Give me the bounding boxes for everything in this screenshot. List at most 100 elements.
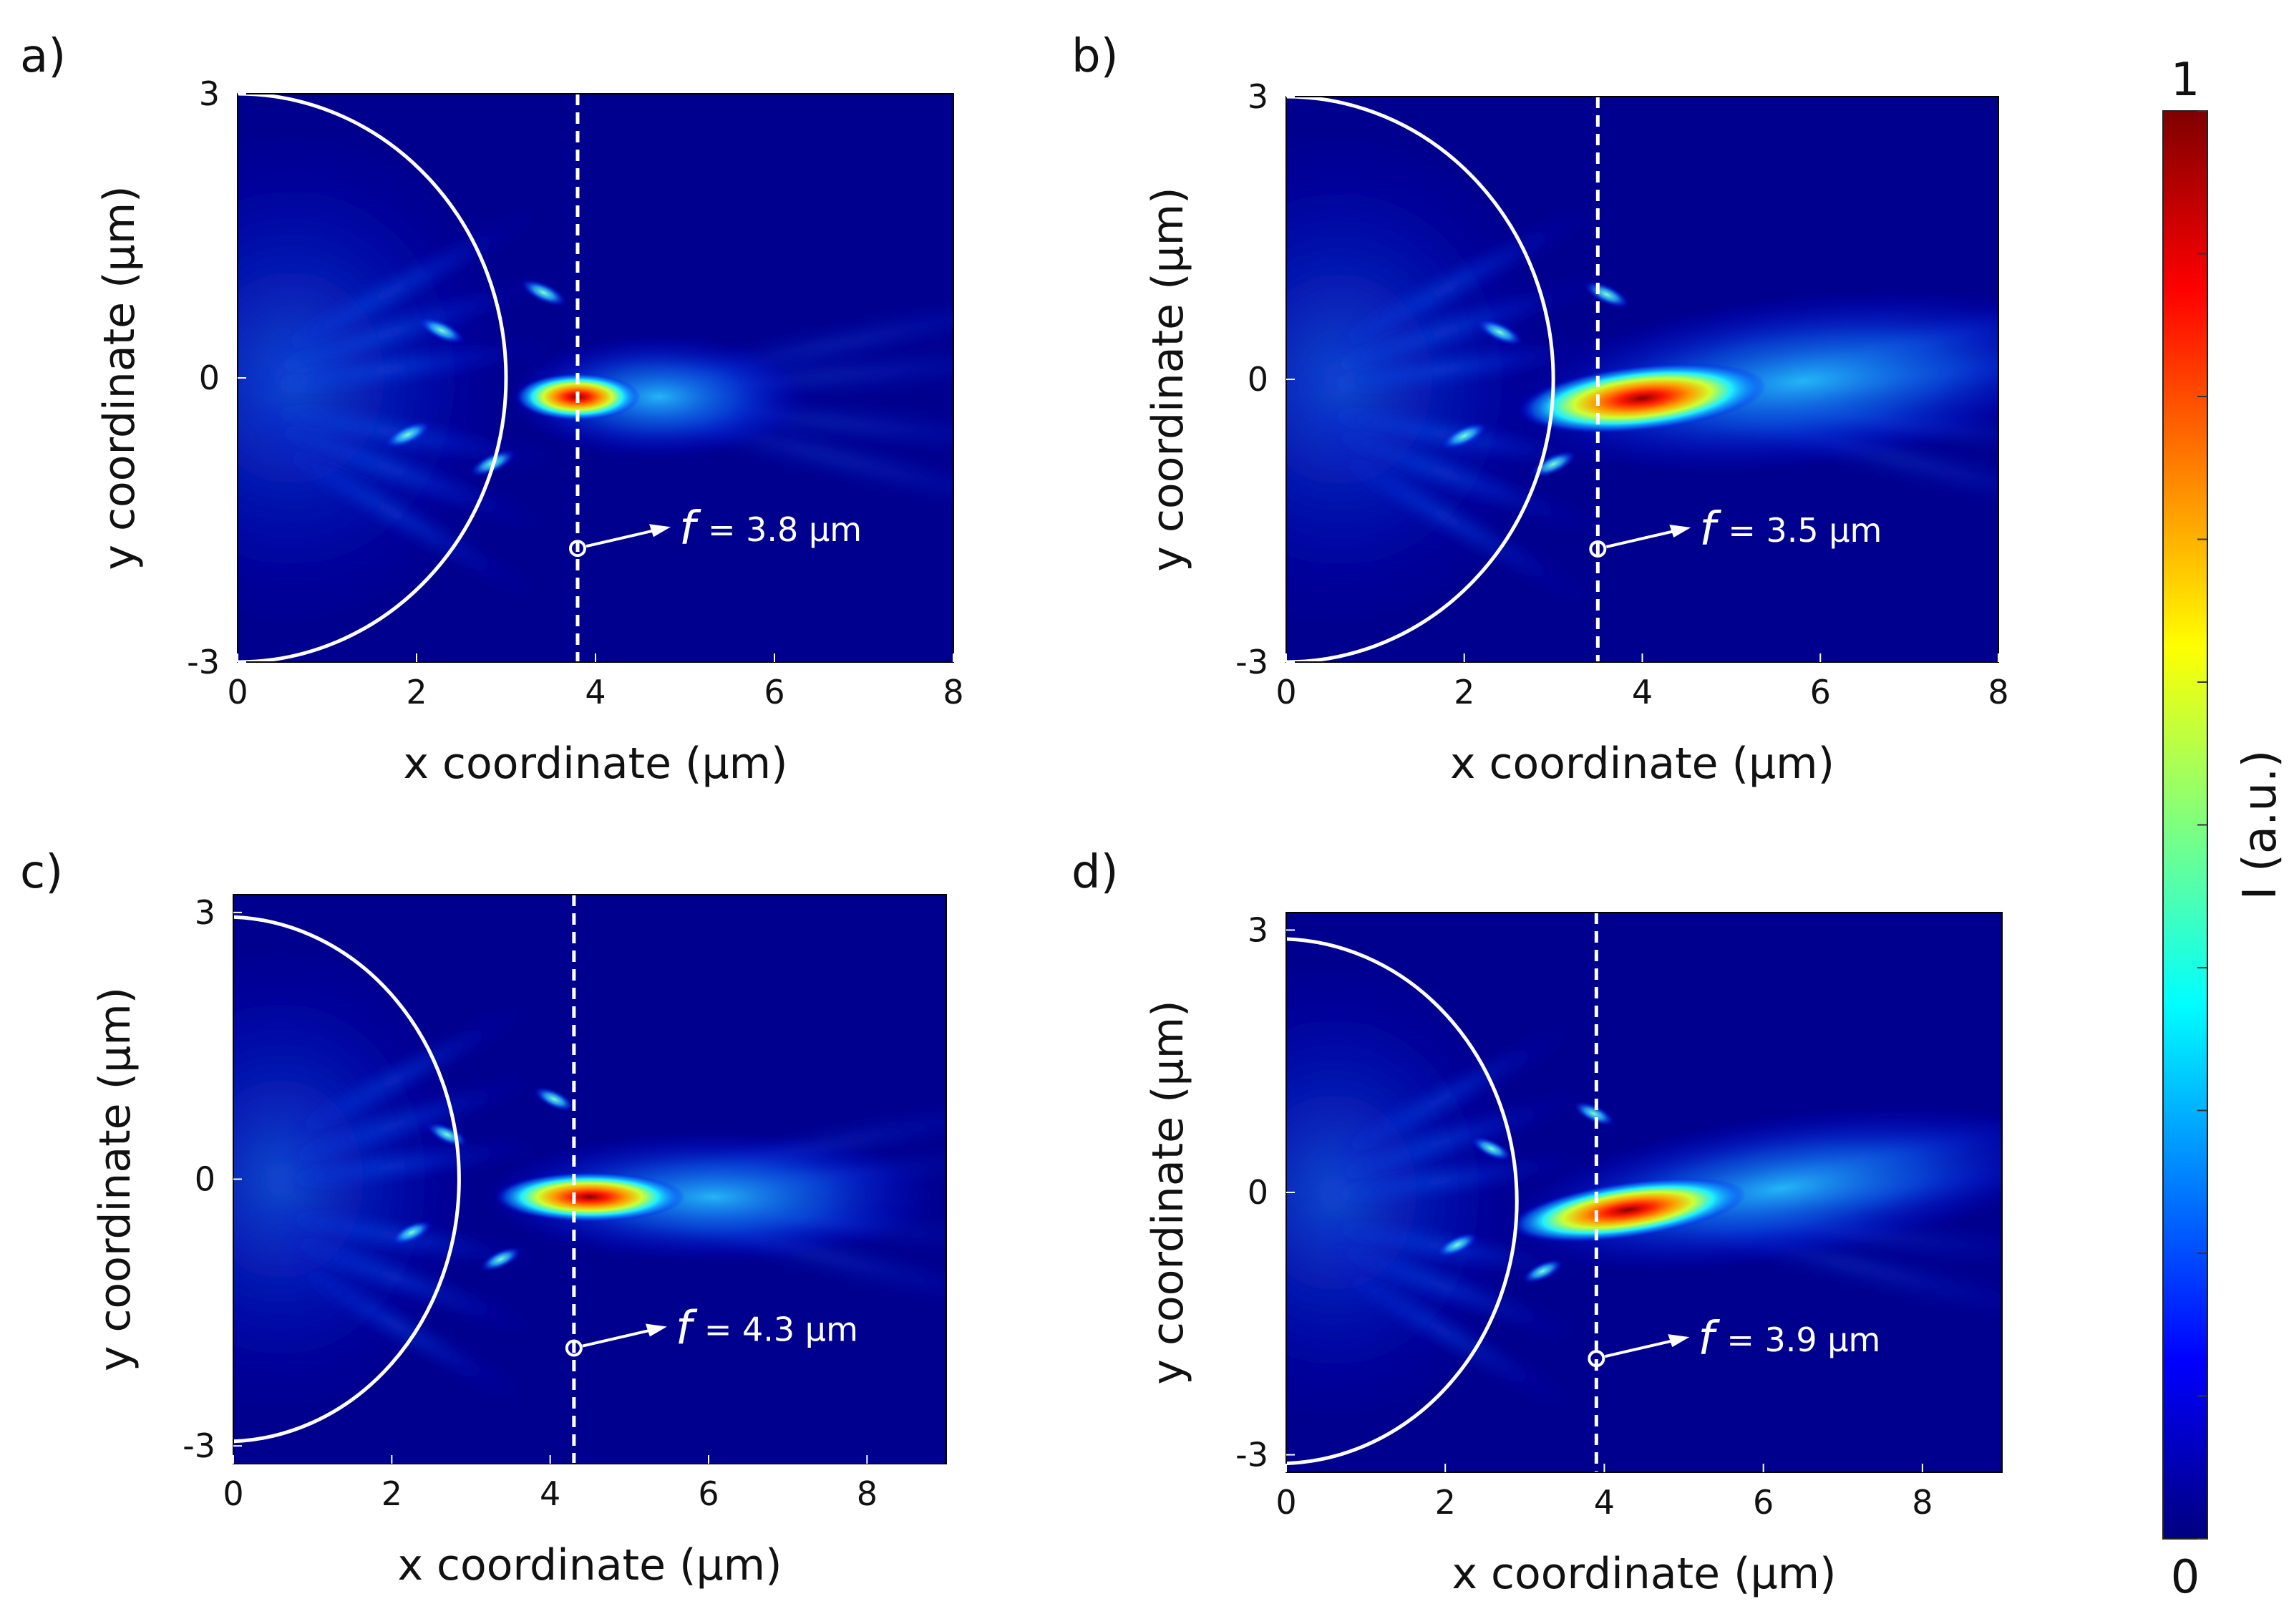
focus-marker <box>565 1339 583 1357</box>
x-tick-label: 0 <box>1275 673 1296 711</box>
x-tick-label: 8 <box>943 673 963 711</box>
interference-spot <box>1530 450 1577 478</box>
focal-length-label: = 3.8 µm <box>708 510 862 549</box>
fringe-band <box>1306 1028 1574 1172</box>
y-tick-label: 0 <box>195 1160 215 1199</box>
heatmap-field <box>233 895 946 1464</box>
x-axis-label: x coordinate (µm) <box>397 1540 782 1590</box>
fringe-band <box>1298 1232 1583 1338</box>
fringe-band <box>238 409 550 528</box>
focus-marker <box>569 540 586 558</box>
focal-length-label: = 3.5 µm <box>1728 511 1882 550</box>
fringe-band <box>244 1142 543 1190</box>
y-axis-label: y coordinate (µm) <box>94 185 145 570</box>
x-tick-label: 2 <box>381 1474 402 1513</box>
fringe-band <box>1286 277 1608 384</box>
y-tick-label: -3 <box>183 1426 215 1465</box>
x-tick-label: 8 <box>1988 673 2008 711</box>
lens-outline <box>1286 937 1519 1466</box>
x-tick-label: 4 <box>1594 1483 1615 1522</box>
focal-length-label: = 3.9 µm <box>1726 1321 1880 1359</box>
fringe-band <box>238 400 558 464</box>
lens-outline <box>238 94 508 662</box>
fringe-band <box>263 1248 525 1400</box>
heatmap-field <box>238 94 953 662</box>
arrowhead <box>649 524 671 538</box>
colorbar-min-label: 0 <box>2171 1551 2200 1604</box>
colorbar-label: I (a.u.) <box>2234 750 2287 900</box>
y-tick-label: 3 <box>195 893 215 932</box>
x-axis-label: x coordinate (µm) <box>403 739 787 789</box>
focal-hotspot <box>495 1172 685 1222</box>
focal-length-label: = 4.3 µm <box>704 1311 858 1349</box>
y-axis-label: y coordinate (µm) <box>1143 1000 1193 1384</box>
focal-tail <box>485 1132 942 1262</box>
x-tick-label: 2 <box>1435 1483 1456 1522</box>
interference-spot <box>1471 1136 1512 1162</box>
interference-spot <box>418 316 465 344</box>
heatmap-field <box>1286 913 2002 1472</box>
colorbar-max-label: 1 <box>2171 54 2200 107</box>
y-tick-label: -3 <box>1235 1436 1268 1474</box>
y-tick-label: 3 <box>1248 77 1268 116</box>
fringe-band <box>1286 343 1614 396</box>
x-tick-label: 4 <box>585 673 606 711</box>
y-tick-label: 0 <box>1248 360 1268 399</box>
x-tick-label: 4 <box>540 1474 560 1513</box>
y-tick-label: 3 <box>199 74 220 113</box>
fringe-band <box>1286 403 1613 467</box>
annotation-arrow <box>1604 1337 1683 1358</box>
interference-spot <box>384 421 431 449</box>
y-axis-label: y coordinate (µm) <box>1143 187 1193 571</box>
focus-marker <box>1588 1350 1605 1368</box>
annotation-arrow <box>582 1326 661 1348</box>
x-axis-label: x coordinate (µm) <box>1450 739 1834 789</box>
focus-marker <box>1589 540 1607 558</box>
fringe-band <box>1296 1094 1584 1191</box>
x-tick-label: 6 <box>698 1474 719 1513</box>
x-tick-label: 2 <box>406 673 427 711</box>
interference-spot <box>533 1086 575 1112</box>
interference-spot <box>1477 319 1523 346</box>
lens-outline <box>233 915 461 1444</box>
x-tick-label: 0 <box>227 673 248 711</box>
interference-spot <box>1437 1232 1478 1258</box>
y-axis-label: y coordinate (µm) <box>90 987 140 1371</box>
arrowhead <box>645 1323 667 1337</box>
x-tick-label: 8 <box>857 1474 878 1513</box>
fringe-band <box>238 342 559 396</box>
y-tick-label: -3 <box>1235 643 1268 681</box>
fringe-band <box>251 1077 538 1173</box>
fringe-band <box>243 425 538 597</box>
x-tick-label: 0 <box>1275 1483 1296 1522</box>
interference-spot <box>1522 1258 1563 1284</box>
fringe-band <box>261 1008 527 1152</box>
interference-spot <box>391 1220 432 1245</box>
x-tick-label: 2 <box>1454 673 1474 711</box>
x-tick-label: 6 <box>1810 673 1831 711</box>
y-tick-label: -3 <box>187 643 220 681</box>
arrowhead <box>1669 525 1691 538</box>
x-tick-label: 8 <box>1912 1483 1933 1522</box>
x-axis-label: x coordinate (µm) <box>1452 1549 1836 1599</box>
interference-spot <box>1573 1101 1615 1127</box>
interference-spot <box>1583 281 1630 308</box>
x-tick-label: 0 <box>223 1474 243 1513</box>
focal-tail <box>508 335 810 459</box>
fringe-band <box>1309 1253 1571 1406</box>
lens-outline <box>1286 97 1555 662</box>
x-tick-label: 6 <box>764 673 784 711</box>
y-tick-label: 0 <box>1248 1173 1268 1212</box>
interference-spot <box>1441 422 1487 449</box>
fringe-band <box>238 278 553 386</box>
annotation-arrow <box>1605 527 1684 548</box>
panel-label: c) <box>20 846 63 899</box>
y-tick-label: 3 <box>1248 910 1268 949</box>
x-tick-label: 6 <box>1753 1483 1774 1522</box>
focal-hotspot <box>1518 363 1766 434</box>
y-tick-label: 0 <box>199 359 220 397</box>
